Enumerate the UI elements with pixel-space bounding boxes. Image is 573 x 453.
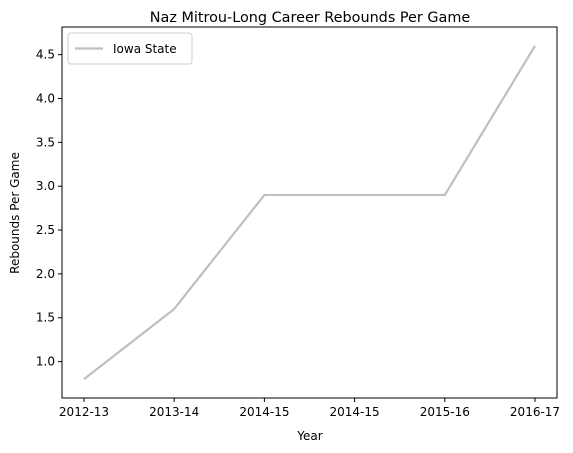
y-tick-label: 1.5: [36, 311, 55, 325]
legend: Iowa State: [67, 32, 193, 65]
y-axis: 1.0 1.5 2.0 2.5 3.0 3.5 4.0 4.5: [36, 48, 62, 369]
x-tick-label: 2015-16: [420, 405, 470, 419]
y-tick-label: 4.0: [36, 91, 55, 105]
x-axis: 2012-13 2013-14 2014-15 2014-15 2015-16 2016-…: [59, 398, 560, 419]
chart-title: Naz Mitrou-Long Career Rebounds Per Game: [150, 10, 471, 26]
y-tick-label: 3.0: [36, 179, 55, 193]
x-tick-label: 2014-15: [330, 405, 380, 419]
x-tick-label: 2012-13: [59, 405, 109, 419]
y-tick-label: 2.5: [36, 223, 55, 237]
series-layer: [83, 45, 536, 381]
y-tick-label: 3.5: [36, 135, 55, 149]
y-tick-label: 2.0: [36, 267, 55, 281]
plot-area-frame: [61, 26, 558, 399]
y-tick-label: 1.0: [36, 355, 55, 369]
x-tick-label: 2014-15: [239, 405, 289, 419]
x-tick-label: 2013-14: [149, 405, 199, 419]
x-axis-label: Year: [296, 429, 322, 443]
y-axis-label: Rebounds Per Game: [8, 152, 22, 274]
legend-label-iowa-state: Iowa State: [113, 42, 177, 56]
series-line-iowa-state: [83, 45, 536, 381]
legend-box: [67, 32, 193, 65]
y-tick-label: 4.5: [36, 48, 55, 62]
x-tick-label: 2016-17: [510, 405, 560, 419]
